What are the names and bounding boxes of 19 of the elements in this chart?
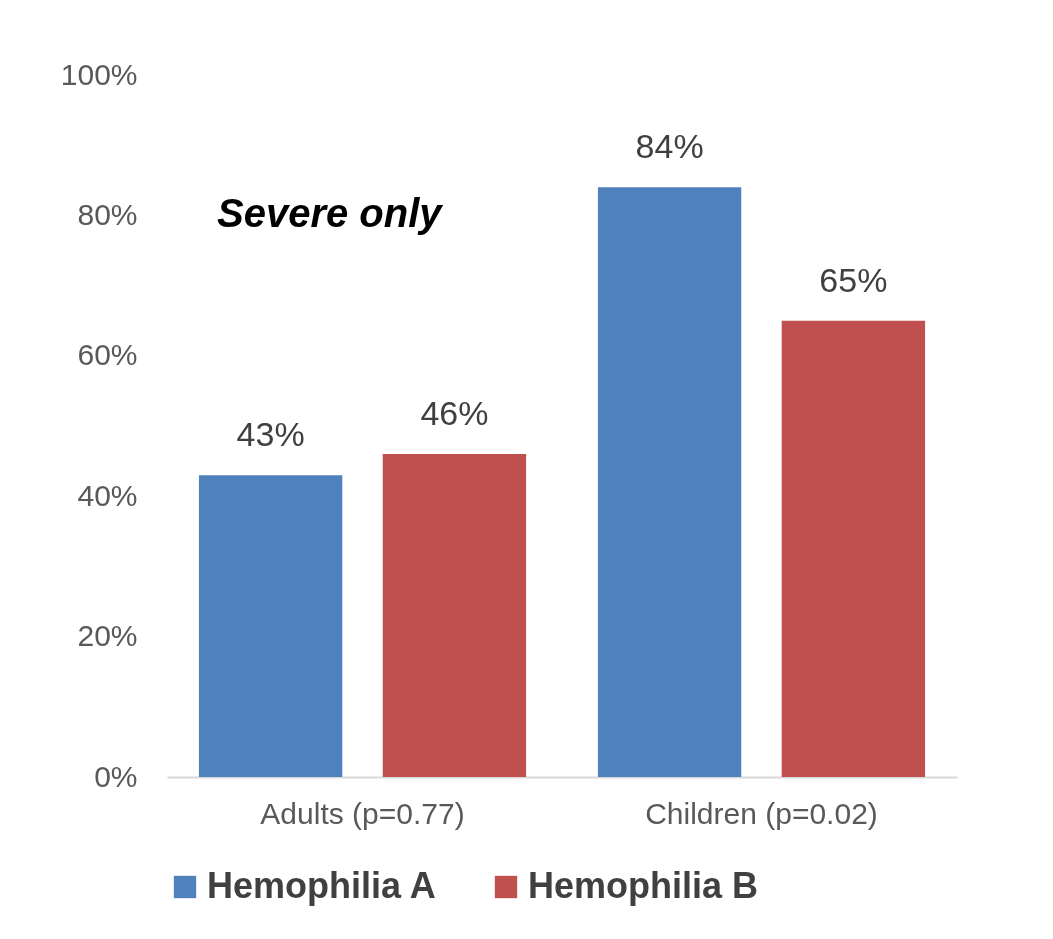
x-tick-label: Adults (p=0.77) xyxy=(260,796,465,830)
annotation: Severe only xyxy=(217,191,444,235)
y-tick-label: 0% xyxy=(94,759,138,793)
y-tick-label: 20% xyxy=(77,619,138,653)
bar xyxy=(198,475,343,777)
x-tick-label: Children (p=0.02) xyxy=(645,796,878,830)
data-label: 84% xyxy=(635,127,704,166)
data-label: 46% xyxy=(420,394,489,433)
data-label: 65% xyxy=(819,260,888,299)
data-label: 43% xyxy=(236,415,305,454)
legend-label: Hemophilia B xyxy=(528,865,759,906)
bar xyxy=(382,454,527,777)
y-tick-label: 60% xyxy=(77,338,138,372)
legend-label: Hemophilia A xyxy=(207,865,436,906)
y-tick-label: 40% xyxy=(77,478,138,512)
y-tick-label: 100% xyxy=(60,57,138,91)
bar xyxy=(781,320,926,777)
bar xyxy=(597,187,742,777)
y-tick-label: 80% xyxy=(77,197,138,231)
